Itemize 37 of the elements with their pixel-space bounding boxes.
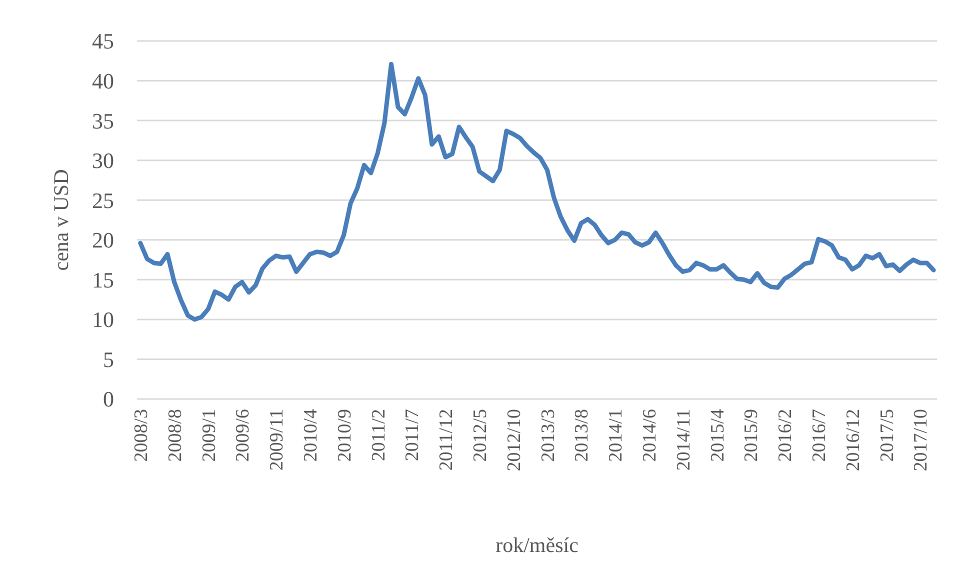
x-tick-label: 2015/9 <box>741 409 762 462</box>
x-tick-label: 2016/2 <box>775 409 796 462</box>
x-tick-label: 2014/6 <box>640 409 661 462</box>
x-tick-label: 2013/3 <box>538 409 559 462</box>
y-tick-label: 35 <box>92 108 114 134</box>
x-tick-label: 2017/10 <box>910 409 932 472</box>
x-tick-label: 2017/5 <box>876 409 898 462</box>
x-tick-label: 2008/3 <box>131 409 152 462</box>
y-tick-label: 0 <box>103 386 114 412</box>
x-tick-label: 2013/8 <box>572 409 593 462</box>
x-tick-label: 2010/4 <box>300 408 322 462</box>
x-tick-label: 2009/11 <box>266 409 288 471</box>
line-series <box>138 62 936 322</box>
x-tick-label: 2016/12 <box>842 409 864 472</box>
x-tick-label: 2008/8 <box>164 409 186 462</box>
y-tick-label: 5 <box>103 346 114 372</box>
y-tick-label: 15 <box>92 267 114 292</box>
y-axis-title: cena v USD <box>49 169 73 271</box>
x-tick-label: 2011/7 <box>402 409 424 462</box>
x-tick-label: 2011/2 <box>368 409 390 462</box>
y-tick-label: 20 <box>92 228 114 253</box>
y-tick-label: 10 <box>92 307 114 332</box>
y-tick-label: 45 <box>92 28 114 54</box>
x-tick-label: 2014/1 <box>606 409 627 462</box>
y-tick-label: 30 <box>92 148 114 174</box>
x-axis-title: rok/měsíc <box>496 533 578 557</box>
y-tick-label: 40 <box>92 68 114 94</box>
x-tick-label: 2016/7 <box>809 409 830 462</box>
x-tick-label: 2012/10 <box>504 409 525 472</box>
y-tick-label: 25 <box>92 188 114 213</box>
x-tick-label: 2012/5 <box>470 409 492 462</box>
x-tick-label: 2009/6 <box>232 409 254 462</box>
x-tick-label: 2011/12 <box>436 409 458 471</box>
x-tick-label: 2010/9 <box>334 409 356 462</box>
x-tick-label: 2014/11 <box>673 409 694 471</box>
x-tick-label: 2015/4 <box>707 408 728 462</box>
x-tick-label: 2009/1 <box>198 409 220 462</box>
